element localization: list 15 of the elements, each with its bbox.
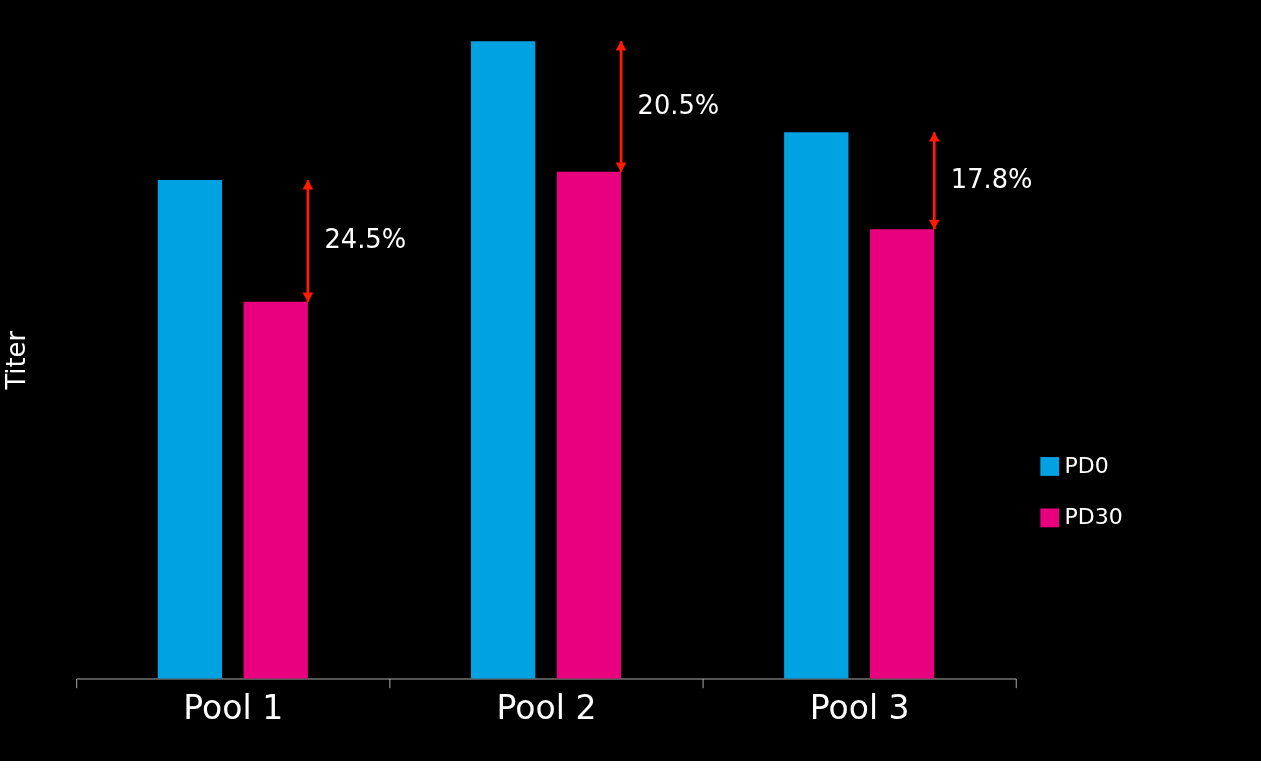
bar xyxy=(556,171,622,679)
bar xyxy=(784,132,849,679)
annotation: 20.5% xyxy=(637,89,720,120)
legend-label: PD0 xyxy=(1064,452,1109,478)
bar xyxy=(243,301,308,679)
annotation: 17.8% xyxy=(950,164,1033,195)
bar xyxy=(869,229,935,679)
annotation: 24.5% xyxy=(324,224,407,255)
y-axis-title: Titer xyxy=(1,330,32,391)
x-tick-label: Pool 2 xyxy=(496,688,597,728)
legend-label: PD30 xyxy=(1064,504,1123,530)
x-tick-label: Pool 1 xyxy=(183,688,284,728)
bar xyxy=(470,41,536,679)
bar xyxy=(157,180,223,679)
x-tick-label: Pool 3 xyxy=(809,688,910,728)
